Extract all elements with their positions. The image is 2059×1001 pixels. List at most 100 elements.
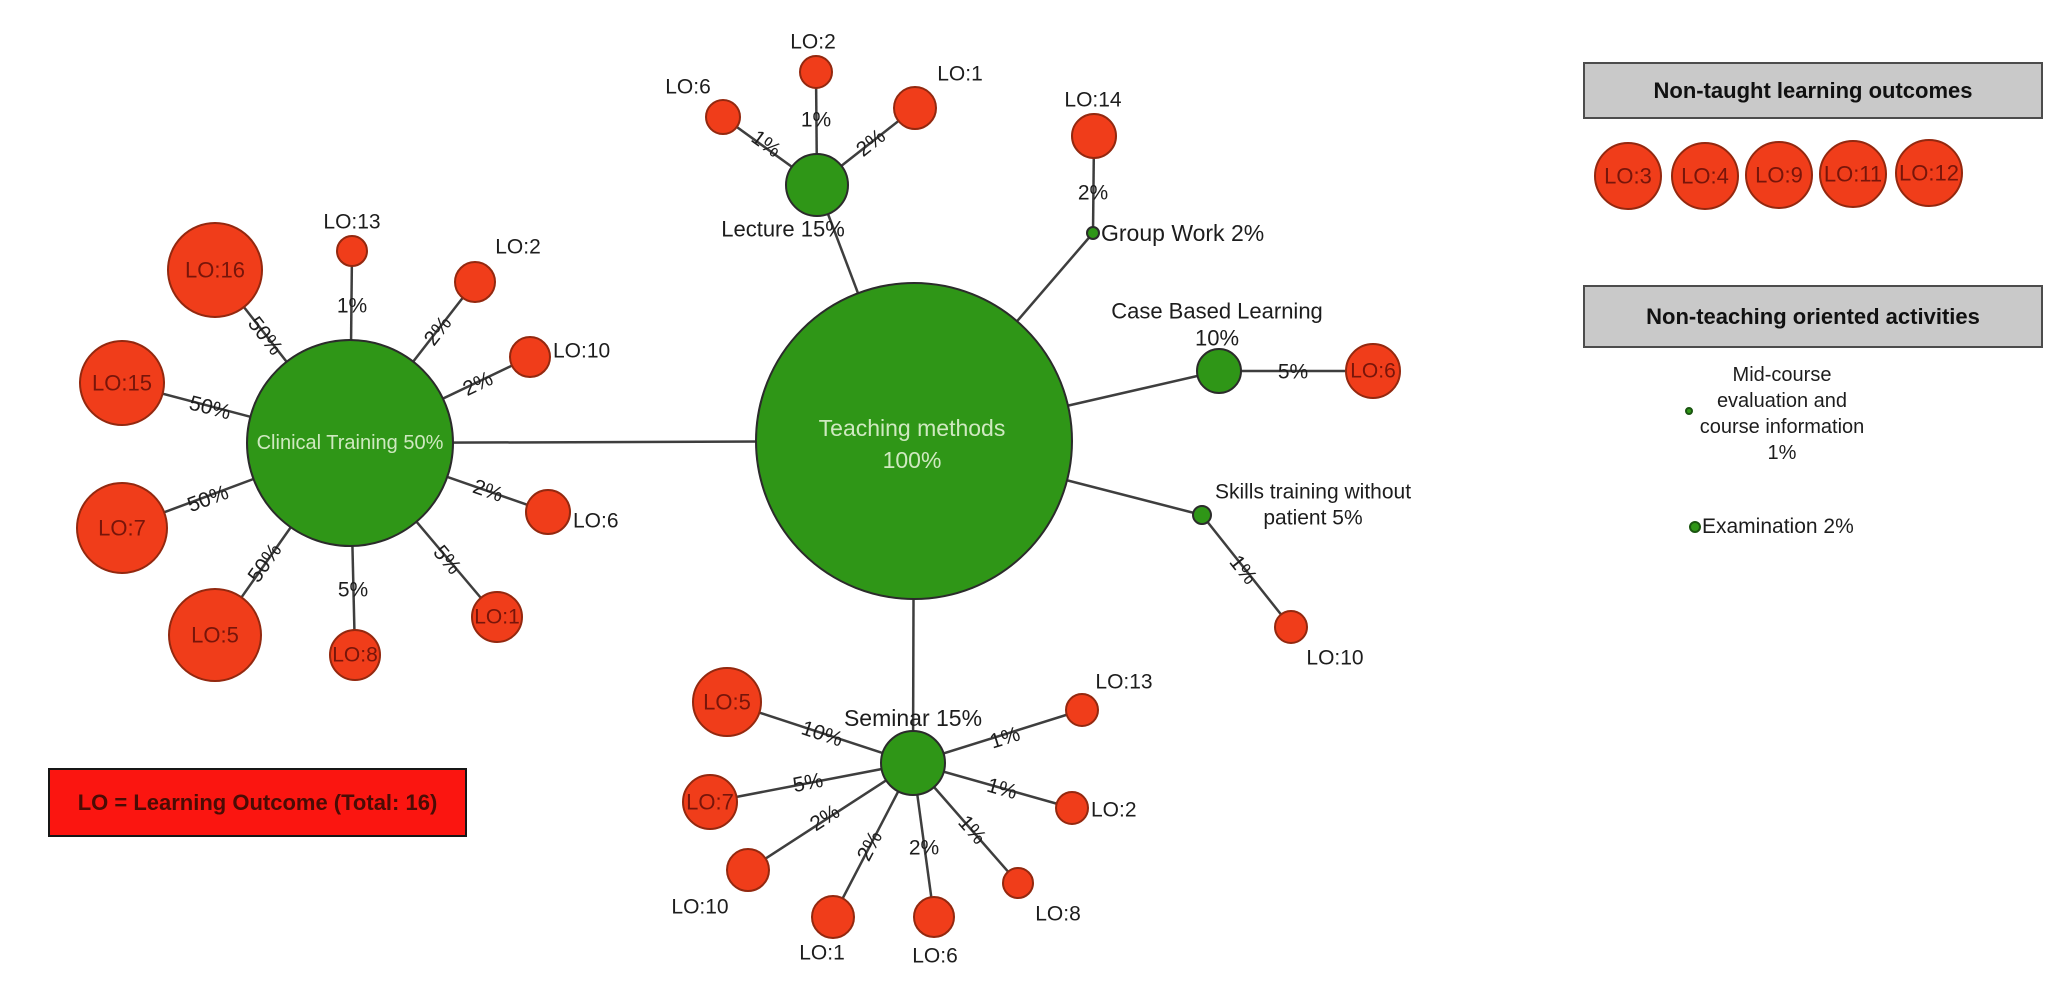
node-cl_lo7 — [76, 482, 168, 574]
node-lec_lo6 — [705, 99, 741, 135]
midcourse-line-2: evaluation and — [1716, 390, 1848, 412]
midcourse-evaluation-item: Mid-course evaluation and course informa… — [1659, 362, 1905, 466]
node-sem_lo10 — [726, 848, 770, 892]
edge-label-seminar-sem_lo6: 2% — [909, 837, 939, 860]
node-gw_lo14 — [1071, 113, 1117, 159]
edge-label-clinical-cl_lo5: 50% — [244, 539, 287, 587]
node-cl_lo8-label: LO:8 — [332, 644, 378, 667]
node-cl_lo16 — [167, 222, 263, 318]
node-sem_lo6-label: LO:6 — [912, 945, 958, 968]
node-nt_lo3-label: LO:3 — [1604, 164, 1652, 189]
node-nt_lo12 — [1895, 139, 1963, 207]
node-cbl-label: Case Based Learning — [1111, 299, 1323, 324]
node-lecture — [785, 153, 849, 217]
edge-label-seminar-sem_lo2: 1% — [984, 774, 1019, 804]
examination-item: Examination 2% — [1702, 515, 1854, 538]
node-lec_lo2-label: LO:2 — [790, 31, 836, 54]
node-cbl-label: 10% — [1195, 326, 1239, 351]
node-sem_lo8 — [1002, 867, 1034, 899]
node-sem_lo5 — [692, 667, 762, 737]
node-nt_lo9-label: LO:9 — [1755, 163, 1803, 188]
node-seminar — [880, 730, 946, 796]
node-cl_lo10 — [509, 336, 551, 378]
examination-dot-icon — [1689, 521, 1701, 533]
node-sem_lo10-label: LO:10 — [671, 896, 728, 919]
edge-label-clinical-cl_lo7: 50% — [184, 481, 231, 517]
edge-label-seminar-sem_lo1: 2% — [853, 827, 887, 865]
node-skills-label: patient 5% — [1263, 507, 1362, 530]
node-teaching-label: Teaching methods — [819, 415, 1006, 441]
node-sem_lo7 — [682, 774, 738, 830]
node-cl_lo13 — [336, 235, 368, 267]
edge-label-seminar-sem_lo13: 1% — [987, 722, 1023, 753]
nodes-layer — [76, 55, 1963, 939]
node-sem_lo13 — [1065, 693, 1099, 727]
node-gw_lo14-label: LO:14 — [1064, 89, 1122, 112]
node-cl_lo5-label: LO:5 — [191, 623, 239, 648]
node-lec_lo1-label: LO:1 — [937, 63, 983, 86]
node-teaching-label: 100% — [883, 447, 942, 473]
node-groupwork-label: Group Work 2% — [1101, 220, 1264, 246]
node-cl_lo7-label: LO:7 — [98, 516, 146, 541]
node-skills-label: Skills training without — [1215, 481, 1411, 504]
node-nt_lo11-label: LO:11 — [1824, 162, 1882, 187]
node-cbl_lo6-label: LO:6 — [1350, 360, 1396, 383]
midcourse-line-4: 1% — [1767, 442, 1797, 464]
edge-label-cbl-cbl_lo6: 5% — [1278, 361, 1308, 384]
edge-seminar-sem_lo7 — [709, 761, 914, 804]
edge-label-groupwork-gw_lo14: 2% — [1078, 182, 1108, 205]
node-sem_lo8-label: LO:8 — [1035, 903, 1081, 926]
node-sem_lo2-label: LO:2 — [1091, 799, 1137, 822]
node-cl_lo2 — [454, 261, 496, 303]
node-teaching — [755, 282, 1073, 600]
node-lec_lo1 — [893, 86, 937, 130]
midcourse-line-3: course information — [1699, 416, 1865, 438]
edge-label-lecture-lec_lo2: 1% — [801, 109, 831, 132]
node-skills — [1192, 505, 1212, 525]
edge-skills-sk_lo10 — [1201, 514, 1292, 628]
edge-label-lecture-lec_lo1: 2% — [852, 125, 890, 162]
node-sem_lo1-label: LO:1 — [799, 942, 845, 965]
node-cl_lo13-label: LO:13 — [323, 211, 380, 234]
node-lec_lo2 — [799, 55, 833, 89]
non-taught-outcomes-header: Non-taught learning outcomes — [1583, 62, 2043, 119]
node-cl_lo5 — [168, 588, 262, 682]
edge-label-seminar-sem_lo7: 5% — [791, 769, 825, 797]
node-cl_lo6 — [525, 489, 571, 535]
node-cl_lo1 — [471, 591, 523, 643]
node-cl_lo10-label: LO:10 — [553, 340, 610, 363]
node-sem_lo2 — [1055, 791, 1089, 825]
node-cl_lo16-label: LO:16 — [185, 258, 245, 283]
node-sk_lo10-label: LO:10 — [1306, 647, 1363, 670]
edge-label-clinical-cl_lo10: 2% — [459, 367, 496, 401]
node-lecture-label: Lecture 15% — [721, 217, 845, 242]
node-clinical-label: Clinical Training 50% — [257, 432, 444, 454]
midcourse-dot-icon — [1685, 407, 1693, 415]
node-cl_lo1-label: LO:1 — [474, 606, 520, 629]
lo-legend: LO = Learning Outcome (Total: 16) — [48, 768, 467, 837]
node-cbl — [1196, 348, 1242, 394]
node-cbl_lo6 — [1345, 343, 1401, 399]
node-lec_lo6-label: LO:6 — [665, 76, 711, 99]
node-cl_lo15-label: LO:15 — [92, 371, 152, 396]
node-cl_lo8 — [329, 629, 381, 681]
node-nt_lo3 — [1594, 142, 1662, 210]
node-nt_lo4 — [1671, 142, 1739, 210]
edge-label-clinical-cl_lo13: 1% — [337, 295, 367, 318]
edge-label-seminar-sem_lo5: 10% — [798, 717, 845, 752]
node-sem_lo6 — [913, 896, 955, 938]
node-nt_lo4-label: LO:4 — [1681, 164, 1729, 189]
node-cl_lo15 — [79, 340, 165, 426]
node-sem_lo1 — [811, 895, 855, 939]
labels-layer: Teaching methods 100% Clinical Training 50… — [92, 31, 1959, 968]
node-sem_lo7-label: LO:7 — [686, 790, 734, 815]
node-clinical — [246, 339, 454, 547]
edge-label-clinical-cl_lo6: 2% — [470, 475, 506, 507]
node-seminar-label: Seminar 15% — [844, 705, 982, 731]
edge-label-seminar-sem_lo10: 2% — [806, 800, 844, 836]
node-cl_lo6-label: LO:6 — [573, 510, 619, 533]
node-nt_lo9 — [1745, 141, 1813, 209]
edge-label-clinical-cl_lo15: 50% — [187, 392, 233, 425]
